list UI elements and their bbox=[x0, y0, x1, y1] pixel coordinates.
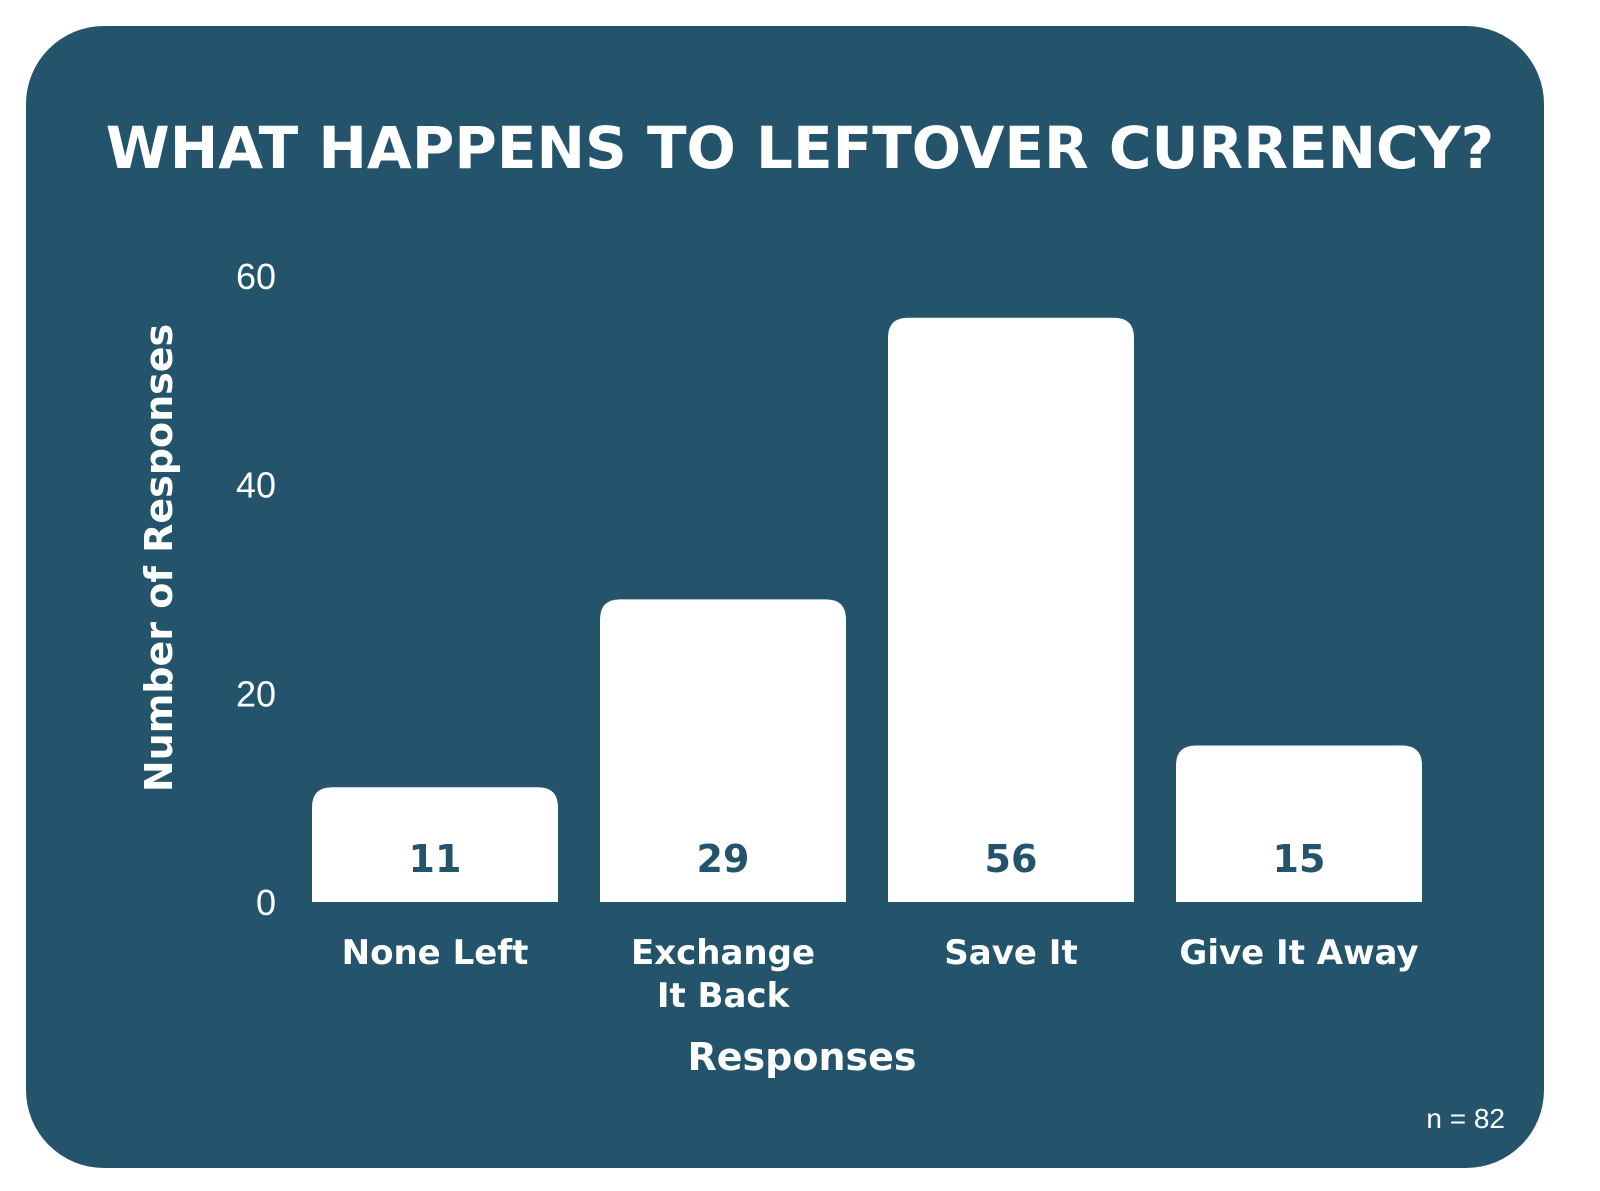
chart-card bbox=[26, 26, 1544, 1168]
y-axis-ticks: 0 20 40 60 bbox=[236, 256, 276, 923]
x-tick-label: Exchange bbox=[631, 933, 815, 973]
sample-size-note: n = 82 bbox=[1426, 1103, 1505, 1134]
bar-value-label: 11 bbox=[409, 837, 462, 881]
bar bbox=[1176, 745, 1422, 902]
y-tick-label: 40 bbox=[236, 465, 276, 506]
bars: 11 29 56 15 bbox=[312, 317, 1422, 902]
bar-value-label: 29 bbox=[697, 837, 750, 881]
x-tick-label: None Left bbox=[342, 933, 529, 973]
y-tick-label: 60 bbox=[236, 256, 276, 297]
y-axis-label: Number of Responses bbox=[137, 324, 181, 792]
x-tick-label: Give It Away bbox=[1179, 933, 1418, 973]
bar bbox=[888, 317, 1134, 902]
bar-value-label: 15 bbox=[1273, 837, 1326, 881]
y-tick-label: 20 bbox=[236, 673, 276, 714]
x-axis-label: Responses bbox=[687, 1035, 916, 1079]
x-tick-label: It Back bbox=[657, 976, 791, 1016]
x-tick-label: Save It bbox=[944, 933, 1077, 973]
chart-title: WHAT HAPPENS TO LEFTOVER CURRENCY? bbox=[105, 114, 1495, 182]
y-tick-label: 0 bbox=[256, 882, 276, 923]
bar bbox=[600, 599, 846, 902]
bar bbox=[312, 787, 558, 902]
bar-value-label: 56 bbox=[985, 837, 1038, 881]
